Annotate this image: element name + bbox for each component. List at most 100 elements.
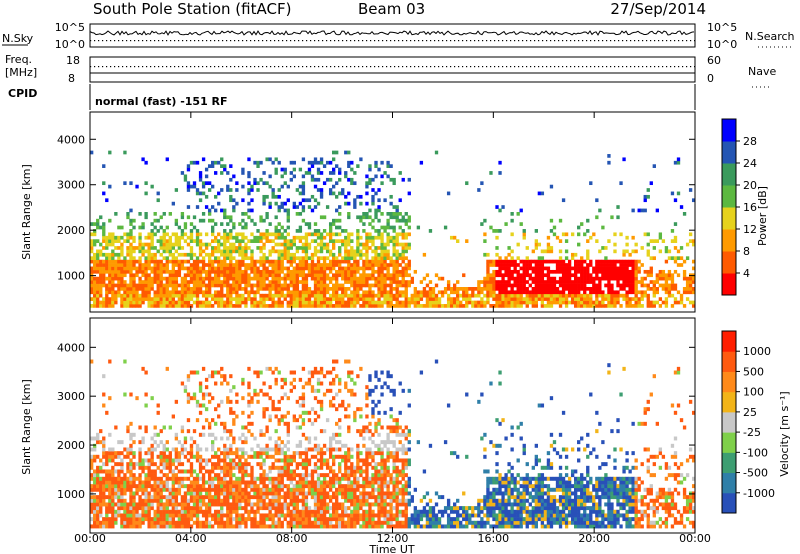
velocity-cell: [108, 458, 112, 463]
power-cell: [319, 194, 324, 199]
power-cell: [207, 283, 212, 288]
power-cell: [341, 290, 345, 295]
velocity-cell: [256, 451, 260, 456]
power-cell: [574, 297, 578, 301]
velocity-cell: [201, 396, 206, 401]
velocity-cell: [159, 520, 163, 525]
power-cell: [338, 205, 342, 209]
nave-dot: [370, 66, 372, 68]
power-cell: [510, 304, 514, 308]
power-cell: [220, 259, 224, 264]
power-cell: [395, 259, 399, 264]
velocity-cell: [114, 520, 118, 525]
power-cell: [613, 300, 617, 305]
power-cell: [241, 259, 245, 264]
power-cell: [504, 300, 508, 305]
power-cell: [301, 198, 306, 203]
velocity-cell: [111, 484, 115, 489]
power-cell: [111, 280, 115, 284]
velocity-cell: [186, 418, 191, 423]
velocity-cell: [153, 513, 157, 518]
power-cell: [90, 276, 94, 281]
power-cell: [217, 283, 221, 288]
velocity-cell: [150, 396, 154, 401]
velocity-cell: [238, 476, 242, 481]
power-cell: [468, 287, 472, 291]
power-cell: [183, 280, 188, 284]
power-cell: [498, 280, 502, 284]
velocity-cell: [244, 524, 248, 529]
velocity-cell: [186, 377, 191, 382]
velocity-cell: [232, 473, 236, 478]
power-cell: [558, 290, 563, 295]
power-cell: [238, 252, 242, 257]
power-cell: [268, 263, 272, 267]
velocity-cell: [244, 487, 248, 492]
power-cell: [238, 269, 242, 274]
power-cell: [319, 157, 324, 162]
power-cell: [144, 293, 148, 298]
velocity-cell: [217, 524, 221, 529]
power-cell: [271, 304, 275, 308]
velocity-cell: [226, 454, 230, 459]
velocity-cell: [144, 513, 148, 518]
velocity-cell: [238, 465, 242, 470]
power-cell: [465, 304, 469, 308]
nsearch-dot: [254, 40, 256, 42]
power-cell: [646, 232, 650, 237]
velocity-cell: [271, 462, 275, 467]
velocity-cell: [153, 432, 157, 437]
power-cell: [102, 235, 106, 240]
power-cell: [168, 252, 172, 257]
velocity-cell: [126, 502, 130, 507]
power-cell: [516, 273, 520, 278]
power-cell: [534, 276, 538, 281]
power-cell: [159, 266, 163, 271]
power-cell: [159, 287, 163, 291]
power-cell: [241, 269, 245, 274]
power-cell: [365, 232, 369, 237]
power-cell: [410, 293, 414, 298]
power-cell: [371, 198, 375, 203]
power-cell: [386, 222, 390, 226]
nave-dot: [270, 66, 272, 68]
power-cell: [625, 273, 629, 278]
power-cell: [368, 304, 372, 308]
velocity-cell: [135, 517, 139, 522]
power-cell: [561, 273, 566, 278]
power-cell: [634, 242, 638, 247]
power-cell: [440, 276, 445, 281]
power-cell: [177, 304, 182, 308]
velocity-cell: [250, 506, 254, 511]
power-cell: [319, 273, 324, 278]
power-cell: [667, 269, 672, 274]
velocity-cell: [232, 410, 236, 415]
power-cell: [359, 201, 363, 206]
power-cell: [655, 208, 659, 213]
power-cell: [180, 252, 185, 257]
velocity-cell: [168, 458, 172, 463]
power-cell: [401, 259, 405, 264]
power-cell: [344, 194, 348, 199]
power-cell: [519, 297, 523, 301]
power-cell: [229, 290, 233, 295]
power-cell: [286, 269, 290, 274]
power-cell: [316, 201, 321, 206]
power-cell: [226, 232, 230, 237]
power-cell: [519, 222, 523, 226]
power-cell: [383, 171, 387, 175]
power-cell: [386, 235, 390, 240]
velocity-cell: [207, 502, 212, 507]
power-cell: [628, 263, 632, 267]
velocity-cell: [90, 517, 94, 522]
velocity-cell: [105, 454, 109, 459]
power-cell: [691, 304, 696, 308]
velocity-cell: [93, 443, 97, 448]
power-cell: [238, 300, 242, 305]
power-cell: [138, 235, 142, 240]
velocity-cell: [250, 524, 254, 529]
velocity-cell: [114, 502, 118, 507]
velocity-cell: [262, 480, 266, 485]
power-cell: [471, 304, 475, 308]
velocity-cell: [247, 403, 251, 408]
